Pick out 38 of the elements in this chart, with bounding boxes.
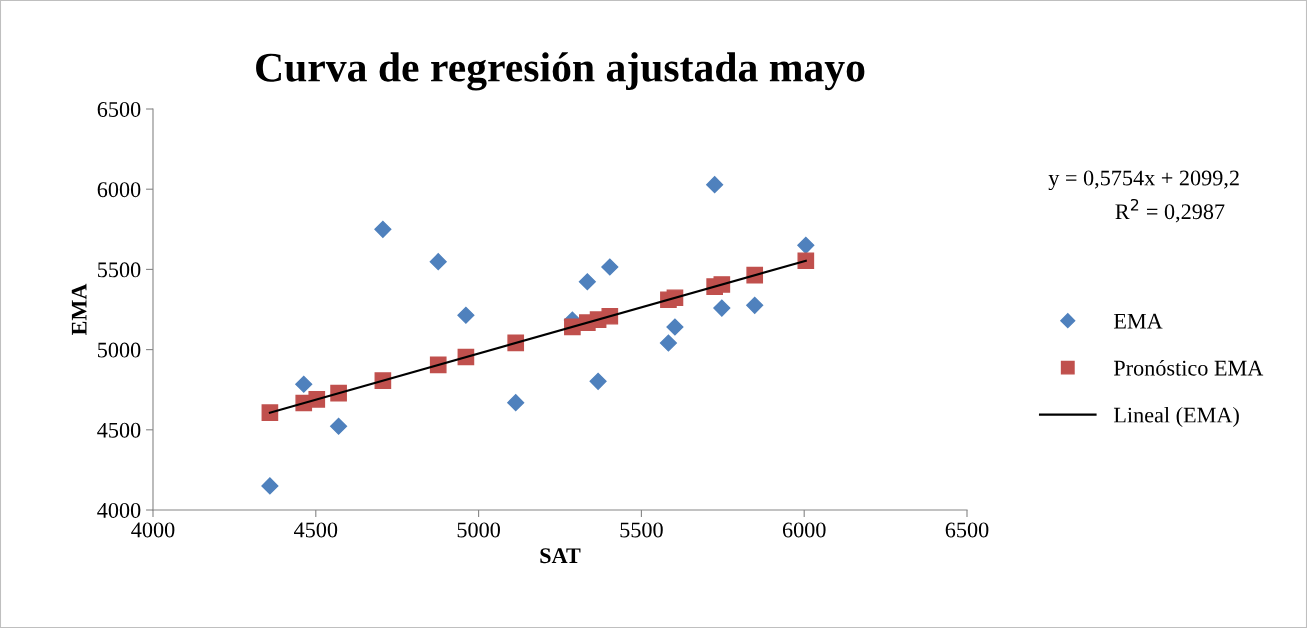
x-tick-label: 5500: [620, 522, 663, 538]
point: [713, 299, 731, 317]
point: [261, 477, 279, 495]
x-tick-label: 4500: [294, 522, 338, 538]
y-tick-label: 4500: [97, 422, 141, 438]
x-tick-label: 4000: [131, 522, 175, 538]
legend-label: EMA: [1113, 313, 1163, 329]
x-tick-label: 6000: [782, 522, 826, 538]
point: [330, 417, 348, 435]
x-tick-label: 5000: [457, 522, 500, 538]
y-axis-title: EMA: [71, 283, 87, 336]
point: [429, 253, 447, 271]
y-tick-label: 5500: [98, 262, 141, 278]
point: [797, 236, 815, 254]
point: [746, 296, 764, 314]
point: [659, 334, 677, 352]
point: [601, 258, 619, 276]
text: y = 0,5754x + 2099,2: [1048, 170, 1239, 191]
point: [797, 252, 815, 270]
legend-label: Pronóstico EMA: [1113, 359, 1264, 376]
y-tick-label: 4000: [97, 502, 141, 518]
y-tick-label: 6000: [97, 182, 141, 198]
point: [706, 176, 724, 194]
point: [261, 404, 279, 421]
y-tick-label: 6500: [97, 101, 141, 117]
y-tick-label: 5000: [98, 342, 141, 358]
point: [589, 372, 607, 390]
point: [295, 375, 313, 393]
point: [374, 220, 392, 238]
x-tick-label: 6500: [945, 522, 989, 538]
point: [507, 394, 525, 412]
point: [457, 306, 475, 324]
legend-label: Lineal (EMA): [1113, 406, 1239, 428]
chart-title: Curva de regresión ajustada mayo: [256, 52, 865, 91]
point: [666, 318, 684, 336]
x-axis-title: SAT: [540, 548, 581, 564]
text: R$^{2}$ = 0,2987: [1115, 198, 1225, 223]
point: [578, 273, 596, 291]
